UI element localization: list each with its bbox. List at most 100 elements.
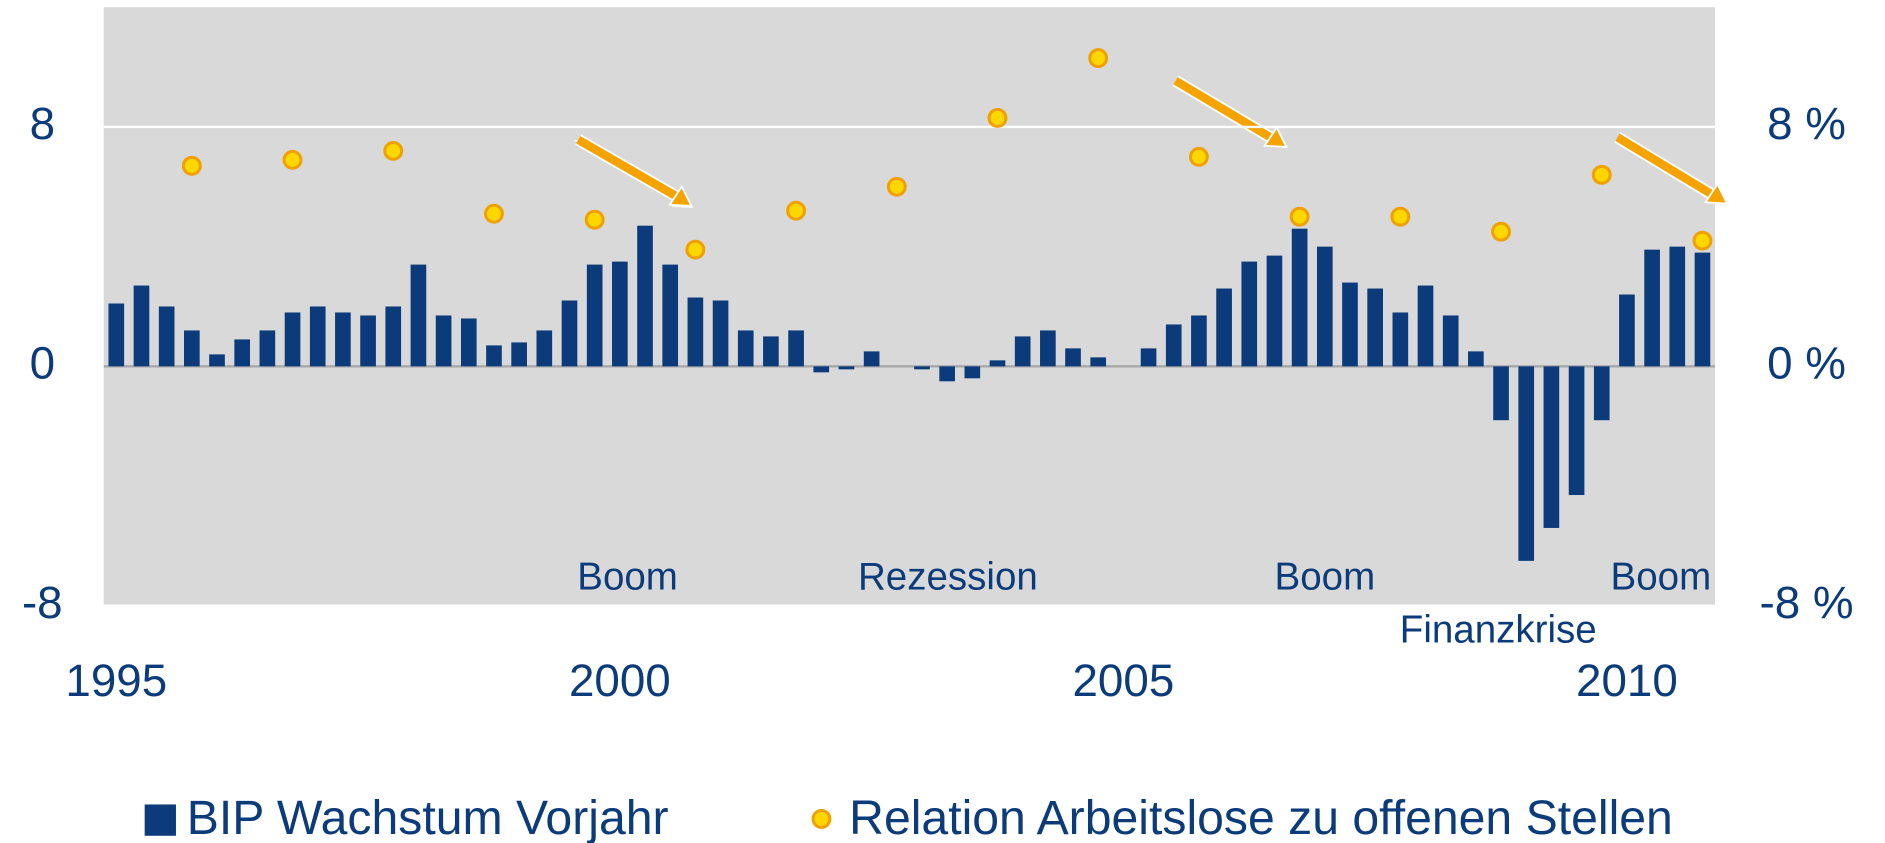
y2-tick-label: 8 % [1767,98,1846,149]
dot [383,140,404,161]
annotation: Rezession [858,555,1038,598]
bar [586,264,603,367]
bar [813,366,830,373]
trend-arrows [573,75,1729,209]
bar [133,285,150,367]
annotation: Boom [1275,555,1376,598]
bar [687,297,704,367]
bar [1090,357,1107,367]
bar [1694,252,1711,367]
bar [511,342,527,367]
dot [584,209,605,230]
bar [410,264,427,367]
bar [1216,288,1232,367]
x-tick-label: 2010 [1576,655,1678,706]
bar [1568,366,1585,496]
dot [1390,206,1411,227]
annotation: Boom [577,555,678,598]
bar [108,303,125,367]
dot [886,176,907,197]
bar [1392,312,1409,367]
labels: -8 0 8 -8 % 0 % 8 % 1995 2000 2005 2010 Boom Rezess… [22,98,1854,843]
y-tick-label: -8 [22,577,63,628]
bar [763,336,779,367]
x-tick-label: 2000 [569,655,671,706]
legend-label: BIP Wachstum Vorjahr [187,791,669,843]
grid [103,125,1716,607]
bar [1493,366,1509,421]
dot [282,149,303,170]
x-tick-label: 2005 [1072,655,1174,706]
dot [1692,230,1713,251]
bar [385,306,402,367]
arrow [1614,132,1729,205]
bar [1065,348,1081,367]
arrow [1172,75,1288,148]
bar [863,351,880,367]
dot [685,239,706,260]
bar [1191,315,1207,367]
bar [914,366,930,370]
dot [786,200,807,221]
legend-swatch [811,808,832,829]
bar [1543,366,1560,528]
bar [662,264,679,367]
bar [637,225,653,367]
bar [209,354,225,367]
y2-tick-label: -8 % [1760,577,1854,628]
bar [1669,246,1686,367]
bar [737,330,754,367]
bar [1644,249,1660,367]
bar [335,312,351,367]
plot-area [103,7,1716,606]
dot [1188,146,1209,167]
bar [1316,246,1333,367]
bar [158,306,175,367]
bar [838,366,855,370]
bar [284,312,301,367]
legend-swatch [144,804,176,836]
dot [987,108,1008,128]
bar [1417,285,1434,367]
bar [1165,324,1182,367]
dot [484,203,504,224]
bar [1291,228,1308,367]
y-tick-label: 0 [30,337,55,388]
y-tick-label: 8 [30,98,55,149]
bar [1266,255,1283,367]
bar [536,330,553,367]
bar [1040,330,1056,367]
bar [184,330,200,367]
annotation: Boom [1611,555,1712,598]
bar [460,318,477,367]
bar [1140,348,1157,367]
bar [234,339,251,367]
bar [1593,366,1610,421]
bar [435,315,452,367]
bar [1342,282,1358,367]
bar [1367,288,1383,367]
marks [108,48,1713,561]
y2-tick-label: 0 % [1767,337,1846,388]
bar [360,315,376,367]
bar [561,300,578,367]
bar [1014,336,1031,367]
bar [259,330,276,367]
bar [1518,366,1535,561]
bar [309,306,326,367]
annotation: Finanzkrise [1400,608,1597,651]
bar [712,300,729,367]
bar [989,360,1006,367]
bar [964,366,981,379]
dot [1491,221,1511,242]
legend-label: Relation Arbeitslose zu offenen Stellen [849,791,1673,843]
dot [1289,206,1310,227]
x-tick-label: 1995 [65,655,167,706]
bar [1619,294,1635,367]
bar [1468,351,1484,367]
dot [1591,164,1612,185]
bar [788,330,804,367]
bar [939,366,955,382]
dot [181,155,202,176]
